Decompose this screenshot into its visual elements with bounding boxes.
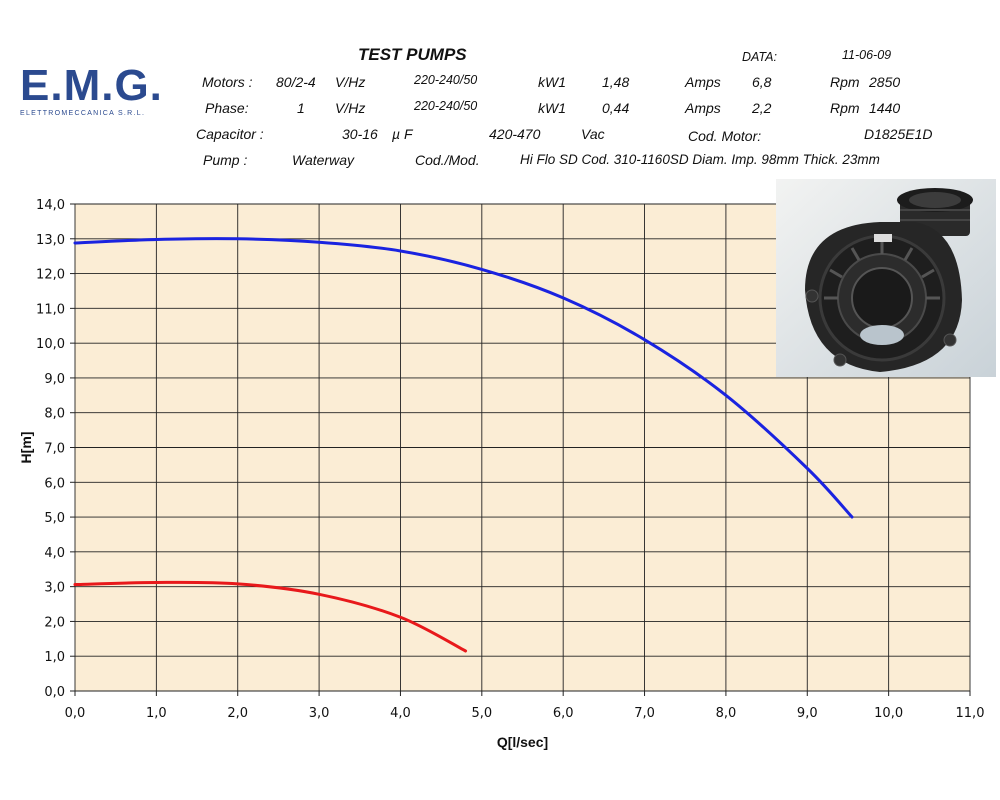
y-tick-label: 4,0 [44, 546, 65, 561]
pump-photo [776, 179, 996, 377]
x-tick-label: 9,0 [797, 706, 818, 721]
phase-v5: 1440 [869, 100, 901, 116]
motors-label: Motors : [202, 74, 253, 90]
pump-label: Pump : [203, 152, 248, 168]
motors-v2: 220-240/50 [414, 73, 478, 87]
date-label: DATA: [742, 50, 777, 64]
y-tick-label: 6,0 [44, 476, 65, 491]
x-tick-label: 2,0 [227, 706, 248, 721]
cod-mod-label: Cod./Mod. [415, 152, 480, 168]
y-tick-label: 1,0 [44, 650, 65, 665]
pump-icon [805, 188, 973, 372]
series-line-low-speed [73, 580, 468, 653]
y-tick-label: 0,0 [44, 685, 65, 700]
x-tick-label: 8,0 [716, 706, 737, 721]
x-tick-label: 10,0 [874, 706, 903, 721]
y-tick-label: 13,0 [36, 233, 65, 248]
phase-v4: 2,2 [752, 100, 772, 116]
logo-text: E.M.G. [20, 61, 163, 110]
phase-v2: 220-240/50 [414, 99, 478, 113]
y-tick-label: 14,0 [36, 198, 65, 213]
motors-v4: 6,8 [752, 74, 772, 90]
motors-u3: Amps [685, 74, 721, 90]
y-tick-label: 7,0 [44, 442, 65, 457]
capacitor-voltage: 420-470 [489, 126, 541, 142]
phase-v1: 1 [297, 100, 305, 116]
x-tick-label: 4,0 [390, 706, 411, 721]
motors-v1: 80/2-4 [276, 74, 316, 90]
motors-u2: kW1 [538, 74, 566, 90]
phase-u4: Rpm [830, 100, 860, 116]
motors-v5: 2850 [869, 74, 901, 90]
y-tick-label: 9,0 [44, 372, 65, 387]
pump-value: Waterway [292, 152, 354, 168]
motors-u4: Rpm [830, 74, 860, 90]
y-tick-label: 11,0 [36, 302, 65, 317]
x-tick-label: 3,0 [309, 706, 330, 721]
phase-u1: V/Hz [335, 100, 366, 116]
x-tick-label: 5,0 [471, 706, 492, 721]
company-logo: E.M.G. ELETTROMECCANICA S.R.L. [20, 61, 180, 118]
series-line-high-speed [73, 237, 854, 519]
capacitor-vunit: Vac [581, 126, 605, 142]
logo-subtitle: ELETTROMECCANICA S.R.L. [20, 110, 146, 117]
phase-label: Phase: [205, 100, 249, 116]
series-group [73, 237, 854, 653]
y-tick-label: 8,0 [44, 407, 65, 422]
page-title: TEST PUMPS [358, 45, 467, 64]
capacitor-value: 30-16 [342, 126, 378, 142]
motors-v3: 1,48 [602, 74, 630, 90]
y-tick-label: 10,0 [36, 337, 65, 352]
cod-mod-value: Hi Flo SD Cod. 310-1160SD Diam. Imp. 98m… [520, 152, 880, 167]
x-tick-label: 11,0 [956, 706, 985, 721]
x-tick-label: 6,0 [553, 706, 574, 721]
cod-motor-value: D1825E1D [864, 126, 933, 142]
capacitor-unit: µ F [392, 126, 413, 142]
x-axis-title: Q[l/sec] [497, 734, 548, 750]
phase-u3: Amps [685, 100, 721, 116]
phase-v3: 0,44 [602, 100, 630, 116]
cod-motor-label: Cod. Motor: [688, 128, 762, 144]
x-tick-label: 1,0 [146, 706, 167, 721]
phase-u2: kW1 [538, 100, 566, 116]
x-tick-label: 0,0 [65, 706, 86, 721]
y-axis-ticks: 0,0 1,0 2,0 3,0 4,0 5,0 6,0 7,0 8,0 9,0 10,0 11,0 12… [36, 198, 65, 700]
x-axis-ticks: 0,0 1,0 2,0 3,0 4,0 5,0 6,0 7,0 8,0 9,0 10,0 11,0 [65, 706, 985, 721]
x-tick-label: 7,0 [634, 706, 655, 721]
y-tick-label: 5,0 [44, 511, 65, 526]
capacitor-label: Capacitor : [196, 126, 264, 142]
y-axis-title: H[m] [18, 432, 34, 464]
y-tick-label: 2,0 [44, 615, 65, 630]
y-tick-label: 3,0 [44, 581, 65, 596]
date-value: 11-06-09 [842, 48, 892, 62]
motors-u1: V/Hz [335, 74, 366, 90]
y-tick-label: 12,0 [36, 268, 65, 283]
